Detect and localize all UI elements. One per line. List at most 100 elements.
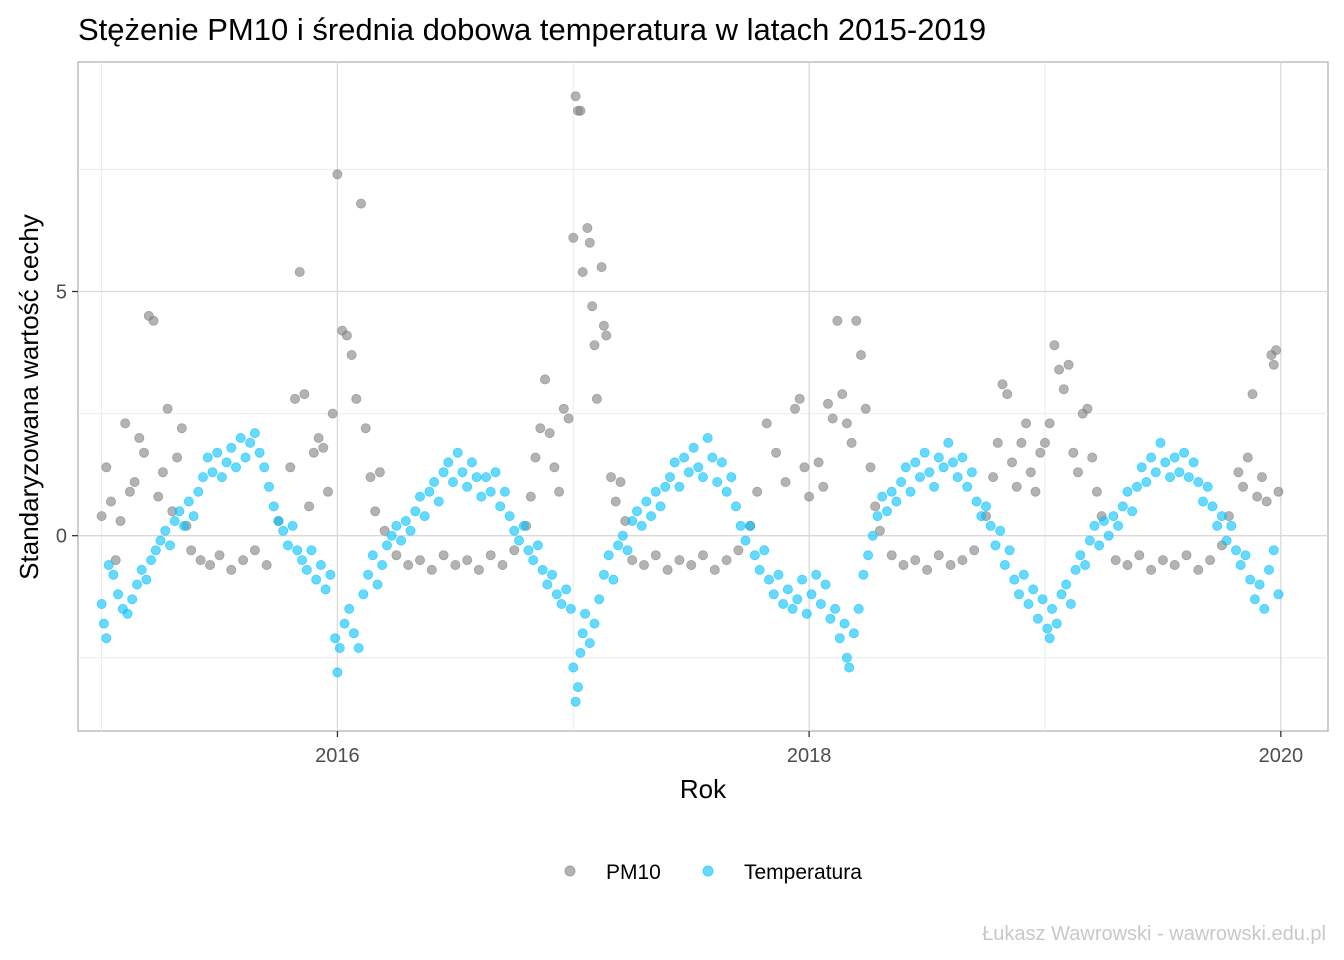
data-point (301, 564, 312, 575)
data-point (1160, 457, 1171, 468)
data-point (966, 467, 977, 478)
data-point (110, 555, 121, 566)
data-point (532, 540, 543, 551)
data-point (1009, 574, 1020, 585)
data-point (471, 472, 482, 483)
data-point (825, 613, 836, 624)
data-point (157, 467, 168, 478)
data-point (1110, 555, 1121, 566)
data-point (1134, 550, 1145, 561)
data-point (1273, 589, 1284, 600)
data-point (245, 437, 256, 448)
data-point (226, 442, 237, 453)
data-point (792, 594, 803, 605)
data-point (674, 481, 685, 492)
data-points (96, 91, 1284, 707)
data-point (1174, 467, 1185, 478)
data-point (575, 105, 586, 116)
data-point (113, 589, 124, 600)
data-point (490, 467, 501, 478)
data-point (662, 564, 673, 575)
data-point (1273, 486, 1284, 497)
data-point (254, 447, 265, 458)
data-point (1063, 359, 1074, 370)
data-point (1087, 452, 1098, 463)
data-point (457, 467, 468, 478)
data-point (573, 682, 584, 693)
data-point (886, 486, 897, 497)
data-point (414, 491, 425, 502)
data-point (106, 496, 117, 507)
data-point (495, 501, 506, 512)
data-point (731, 501, 742, 512)
data-point (598, 320, 609, 331)
data-point (584, 237, 595, 248)
data-point (400, 516, 411, 527)
data-point (948, 457, 959, 468)
data-point (188, 511, 199, 522)
data-point (162, 403, 173, 414)
data-point (874, 525, 885, 536)
data-point (1051, 618, 1062, 629)
data-point (811, 569, 822, 580)
data-point (565, 603, 576, 614)
legend-key-temperatura (702, 865, 714, 877)
data-point (813, 457, 824, 468)
data-point (1030, 486, 1041, 497)
data-point (466, 457, 477, 468)
data-point (183, 496, 194, 507)
data-point (660, 481, 671, 492)
data-point (1021, 418, 1032, 429)
data-point (1207, 501, 1218, 512)
data-point (976, 511, 987, 522)
data-point (1254, 579, 1265, 590)
legend-key-pm10 (564, 865, 576, 877)
data-point (292, 545, 303, 556)
series-temperatura (96, 428, 1284, 707)
data-point (438, 467, 449, 478)
data-point (108, 569, 119, 580)
data-point (870, 501, 881, 512)
data-point (584, 638, 595, 649)
data-point (523, 545, 534, 556)
data-point (749, 550, 760, 561)
legend-label-temperatura: Temperatura (744, 861, 862, 884)
data-point (450, 560, 461, 571)
data-point (1181, 550, 1192, 561)
data-point (1040, 437, 1051, 448)
data-point (344, 603, 355, 614)
data-point (554, 486, 565, 497)
data-point (867, 530, 878, 541)
data-point (226, 564, 237, 575)
data-point (141, 574, 152, 585)
data-point (1169, 560, 1180, 571)
data-point (238, 555, 249, 566)
data-point (346, 349, 357, 360)
legend: PM10 Temperatura (564, 861, 862, 884)
data-point (603, 550, 614, 561)
data-point (1054, 364, 1065, 375)
data-point (497, 560, 508, 571)
data-point (698, 472, 709, 483)
data-point (790, 403, 801, 414)
data-point (999, 560, 1010, 571)
data-point (1249, 594, 1260, 605)
data-point (957, 452, 968, 463)
data-point (1271, 345, 1282, 356)
data-point (606, 472, 617, 483)
data-point (872, 511, 883, 522)
data-point (639, 560, 650, 571)
data-point (740, 535, 751, 546)
data-point (929, 481, 940, 492)
data-point (801, 608, 812, 619)
data-point (922, 564, 933, 575)
data-point (1257, 472, 1268, 483)
data-point (462, 481, 473, 492)
data-point (1032, 613, 1043, 624)
data-point (1268, 359, 1279, 370)
data-point (764, 574, 775, 585)
data-point (320, 584, 331, 595)
data-point (332, 667, 343, 678)
y-tick-label: 0 (56, 526, 67, 548)
data-point (1247, 389, 1258, 400)
